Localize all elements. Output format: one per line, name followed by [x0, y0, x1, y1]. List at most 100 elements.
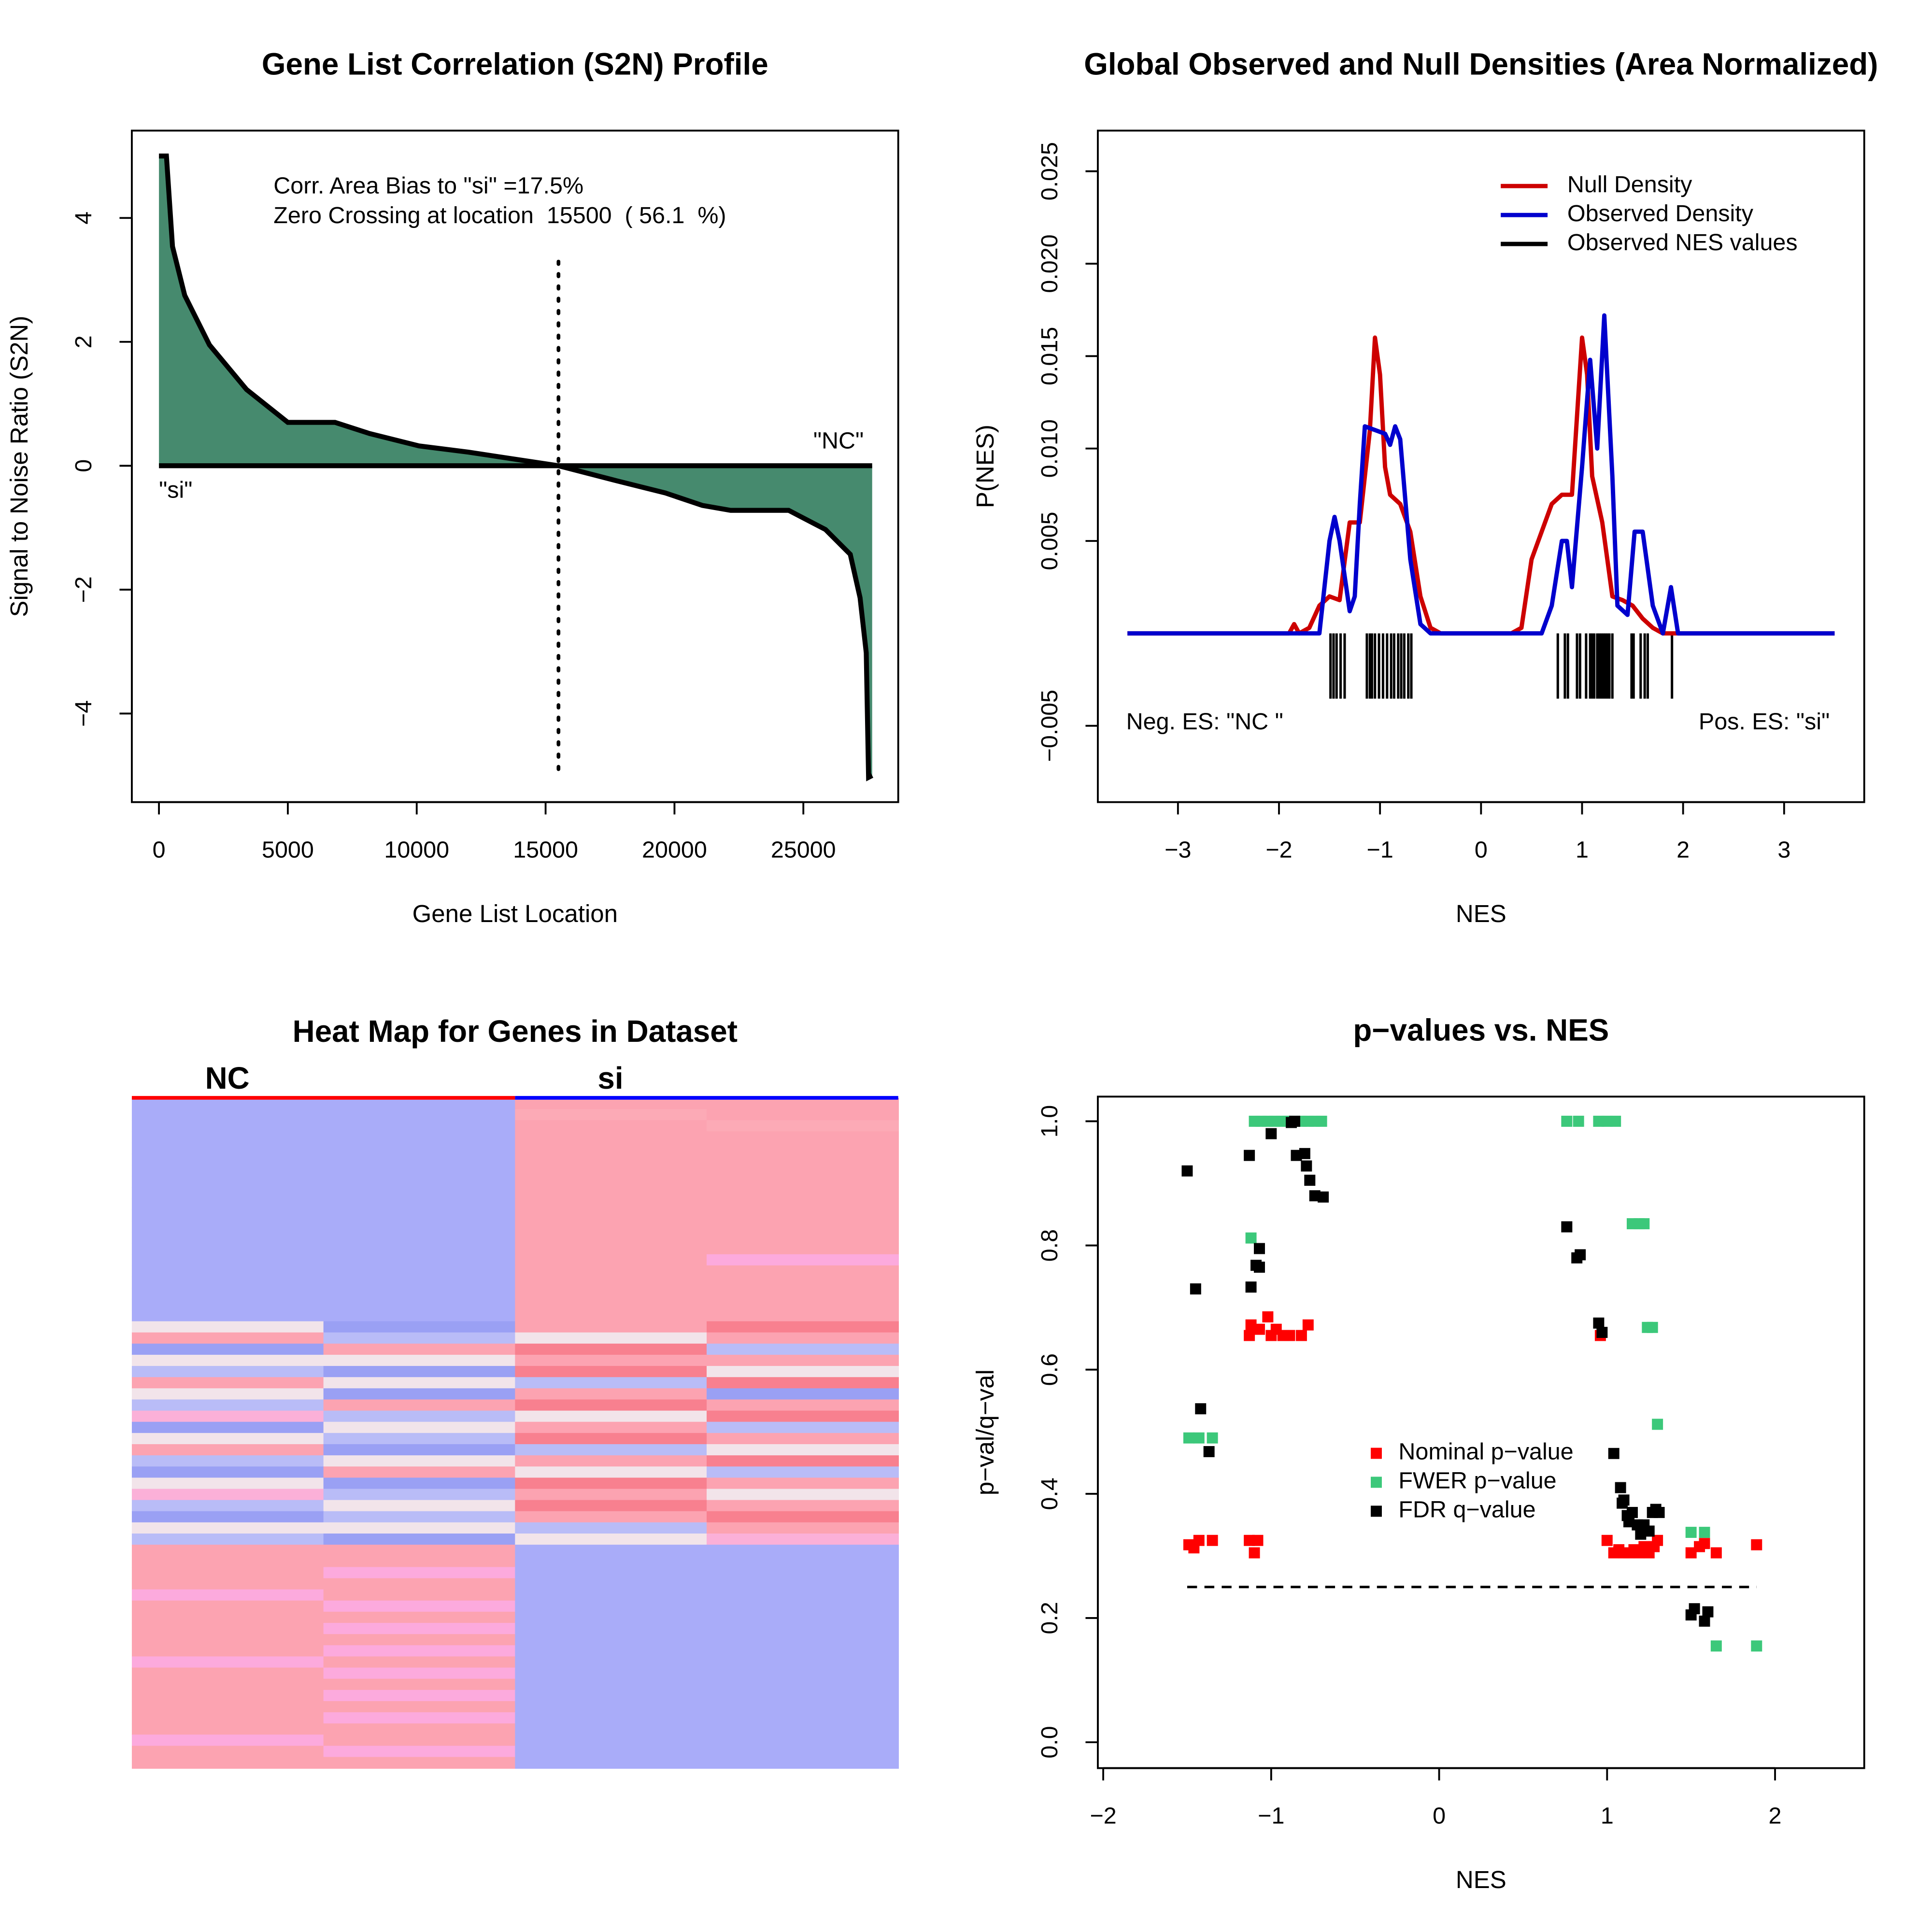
heatmap-cell	[515, 1611, 708, 1624]
y-axis-label: P(NES)	[971, 425, 999, 508]
heatmap-cell	[515, 1421, 708, 1434]
heatmap-cell	[323, 1243, 516, 1255]
heatmap-cell	[515, 1623, 708, 1635]
heatmap-cell	[323, 1444, 516, 1456]
point	[1647, 1321, 1658, 1333]
point	[1316, 1115, 1327, 1127]
heatmap-cell	[707, 1678, 899, 1691]
point	[1265, 1128, 1277, 1139]
legend-swatch	[1371, 1506, 1382, 1517]
heatmap-cell	[515, 1165, 708, 1177]
heatmap-cell	[515, 1578, 708, 1590]
heatmap-cell	[515, 1410, 708, 1422]
heatmap-cell	[515, 1388, 708, 1400]
y-tick-label: 0	[71, 459, 97, 472]
y-axis-label: Signal to Noise Ratio (S2N)	[5, 316, 33, 617]
x-tick-label: 2	[1676, 837, 1690, 863]
heatmap-cell	[515, 1187, 708, 1199]
heatmap-cell	[707, 1522, 899, 1534]
point	[1601, 1115, 1613, 1127]
heatmap-cell	[515, 1321, 708, 1333]
heatmap-cell	[323, 1500, 516, 1512]
heatmap-cell	[515, 1198, 708, 1210]
heatmap-cell	[707, 1142, 899, 1154]
heatmap-cell	[707, 1332, 899, 1345]
point	[1284, 1330, 1295, 1341]
heatmap-cell	[515, 1511, 708, 1523]
heatmap-cell	[323, 1645, 516, 1657]
heatmap-cell	[707, 1433, 899, 1445]
heatmap-cell	[131, 1678, 324, 1691]
heatmap-cell	[515, 1288, 708, 1300]
heatmap-cell	[323, 1288, 516, 1300]
point	[1252, 1534, 1264, 1546]
heatmap-cell	[707, 1477, 899, 1490]
heatmap-cell	[323, 1209, 516, 1222]
heatmap-cell	[515, 1232, 708, 1244]
heatmap-cell	[131, 1343, 324, 1356]
heatmap-cell	[323, 1623, 516, 1635]
legend-label: FDR q−value	[1398, 1497, 1535, 1523]
heatmap-cell	[131, 1221, 324, 1233]
heatmap-cell	[131, 1209, 324, 1222]
point	[1195, 1403, 1207, 1415]
right-label: "NC"	[813, 428, 864, 454]
heatmap-cell	[131, 1589, 324, 1602]
heatmap-cell	[707, 1578, 899, 1590]
heatmap-cell	[707, 1567, 899, 1579]
point	[1245, 1319, 1257, 1331]
heatmap-cell	[515, 1209, 708, 1222]
heatmap-cell	[131, 1165, 324, 1177]
heatmap-cell	[131, 1421, 324, 1434]
density-line	[1127, 335, 1835, 636]
y-tick-label: 0.4	[1037, 1477, 1063, 1510]
heatmap-cell	[515, 1254, 708, 1266]
point	[1626, 1506, 1638, 1518]
heatmap-cell	[515, 1757, 708, 1769]
heatmap-cell	[131, 1567, 324, 1579]
heatmap-cell	[131, 1723, 324, 1735]
point	[1254, 1262, 1265, 1273]
x-tick-label: −1	[1367, 837, 1393, 863]
heatmap-cell	[323, 1354, 516, 1367]
heatmap-cell	[131, 1466, 324, 1478]
point	[1643, 1525, 1655, 1537]
heatmap-cell	[131, 1176, 324, 1188]
heatmap-cell	[323, 1343, 516, 1356]
point	[1244, 1534, 1255, 1546]
heatmap-cell	[707, 1109, 899, 1121]
y-tick-label: −0.005	[1037, 690, 1063, 762]
point	[1244, 1150, 1255, 1161]
heatmap-cell	[131, 1120, 324, 1132]
point	[1635, 1528, 1647, 1540]
point	[1689, 1603, 1700, 1615]
heatmap-cell	[323, 1600, 516, 1613]
point	[1623, 1516, 1634, 1528]
heatmap-cell	[323, 1734, 516, 1747]
heatmap-cell	[131, 1757, 324, 1769]
x-tick-label: −3	[1165, 837, 1191, 863]
point	[1699, 1615, 1710, 1627]
heatmap-cell	[131, 1399, 324, 1411]
heatmap-cell	[707, 1444, 899, 1456]
heatmap-cell	[323, 1556, 516, 1568]
point	[1318, 1191, 1329, 1203]
annotation: Corr. Area Bias to "si" =17.5%	[273, 173, 583, 199]
point	[1751, 1640, 1762, 1652]
heatmap-cell	[707, 1131, 899, 1143]
heatmap-cell	[323, 1455, 516, 1467]
heatmap-cell	[131, 1332, 324, 1345]
plot-box	[1097, 1095, 1865, 1769]
heatmap-cell	[323, 1109, 516, 1121]
heatmap-cell	[707, 1410, 899, 1422]
heatmap-cell	[515, 1667, 708, 1679]
x-tick-label: 15000	[513, 837, 578, 863]
profile-line	[159, 153, 874, 781]
heatmap-cell	[707, 1511, 899, 1523]
y-tick-label: 0.2	[1037, 1602, 1063, 1634]
heatmap-cell	[707, 1097, 899, 1110]
heatmap-cell	[323, 1254, 516, 1266]
heatmap-cell	[131, 1321, 324, 1333]
heatmap-cell	[707, 1321, 899, 1333]
heatmap-cell	[323, 1712, 516, 1724]
